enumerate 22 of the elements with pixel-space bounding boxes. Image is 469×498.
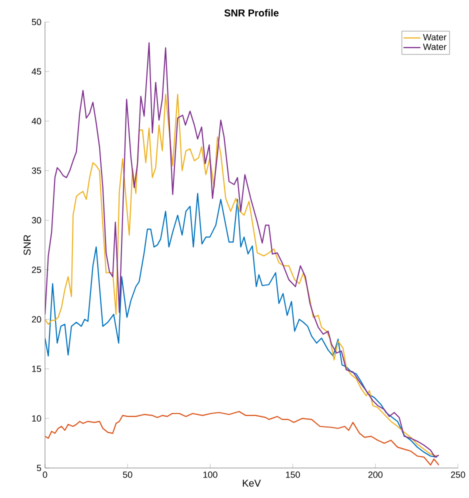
x-tick-label: 100 [203,472,218,478]
y-tick-label: 15 [32,366,42,372]
y-tick-label: 45 [32,68,42,75]
x-tick-label: 250 [450,472,466,478]
y-tick-label: 5 [36,464,42,472]
y-tick-label: 20 [32,316,42,323]
legend-label: Water [423,44,446,50]
y-tick-label: 40 [32,118,42,124]
y-axis-title: SNR [24,234,31,256]
y-tick-label: 50 [32,18,42,26]
legend-label: Water [423,34,446,40]
x-tick-label: 200 [368,472,383,478]
chart-title: SNR Profile [224,9,279,16]
x-axis-title: KeV [242,480,261,487]
x-tick-label: 0 [42,472,48,478]
y-tick-label: 10 [32,415,42,422]
y-tick-label: 25 [32,266,42,273]
line-series [45,410,440,466]
y-tick-label: 30 [32,217,42,224]
x-tick-label: 50 [122,472,132,478]
y-tick-label: 35 [32,167,42,174]
x-tick-label: 150 [286,472,300,478]
